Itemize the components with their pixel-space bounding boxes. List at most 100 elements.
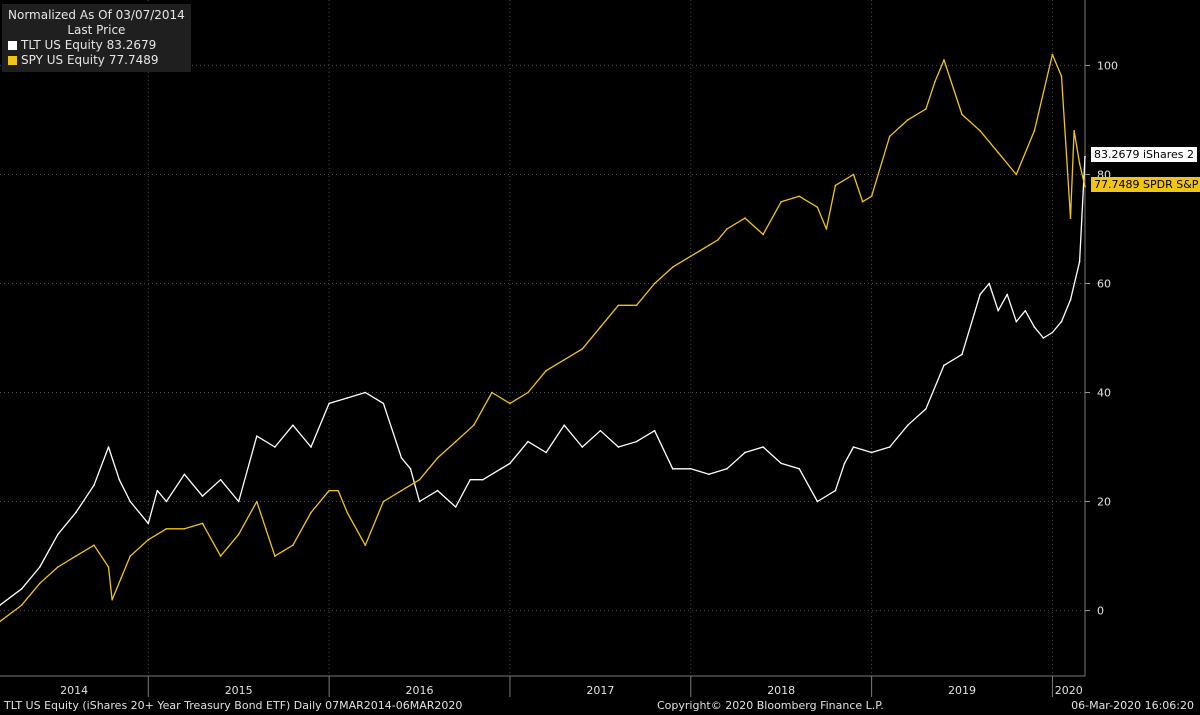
- series-point: [509, 402, 511, 405]
- series-point: [436, 457, 439, 459]
- legend-item-tlt: TLT US Equity 83.2679: [8, 38, 185, 53]
- series-point: [237, 500, 240, 503]
- series-point: [346, 511, 349, 514]
- series-0: [0, 155, 1086, 606]
- series-point: [979, 130, 981, 132]
- series-point: [400, 457, 403, 459]
- series-point: [201, 495, 204, 497]
- series-point: [888, 135, 891, 138]
- series-point: [979, 293, 981, 296]
- series-point: [0, 620, 1, 623]
- series-point: [744, 217, 746, 219]
- series-point: [165, 528, 168, 530]
- legend-subtitle: Last Price: [67, 23, 126, 37]
- series-point: [454, 440, 457, 443]
- x-tick-label: 2016: [406, 684, 434, 697]
- series-point: [816, 206, 819, 208]
- series-point: [93, 484, 95, 486]
- series-point: [888, 446, 891, 448]
- series-point: [1006, 293, 1009, 296]
- series-point: [997, 309, 999, 312]
- series-point: [1084, 185, 1086, 188]
- series-point: [255, 435, 258, 437]
- series-point: [107, 446, 110, 448]
- series-point: [617, 446, 620, 448]
- series-point: [491, 391, 493, 394]
- series-point: [1073, 130, 1075, 132]
- series-point: [118, 478, 121, 481]
- series-point: [1033, 326, 1036, 328]
- series-point: [563, 359, 565, 361]
- series-point: [816, 500, 819, 503]
- series-point: [400, 489, 403, 492]
- series-point: [75, 511, 77, 514]
- series-point: [708, 244, 710, 247]
- series-point: [545, 369, 547, 372]
- x-tick-label: 2019: [948, 684, 976, 697]
- series-point: [961, 113, 963, 116]
- series-point: [925, 108, 927, 110]
- series-point: [1015, 320, 1018, 323]
- y-gridlines: [0, 64, 1090, 612]
- series-point: [310, 511, 312, 514]
- series-point: [1024, 309, 1027, 312]
- series-point: [943, 364, 945, 367]
- series-point: [1051, 331, 1054, 334]
- series-point: [834, 489, 837, 492]
- x-tick-labels: 2014 2015 2016 2017 2018 2019 2020: [60, 684, 1083, 697]
- y-tick-label: 20: [1097, 496, 1111, 509]
- series-point: [75, 555, 77, 557]
- series-point: [165, 500, 168, 503]
- series-point: [20, 587, 23, 590]
- series-point: [708, 473, 710, 476]
- series-point: [798, 468, 801, 470]
- series-point: [762, 446, 764, 448]
- series-point: [563, 424, 565, 427]
- series-point: [653, 282, 656, 285]
- series-point: [328, 402, 330, 405]
- series-point: [156, 533, 159, 536]
- series-point: [292, 424, 294, 427]
- series-point: [274, 446, 276, 448]
- series-point: [906, 119, 909, 121]
- series-point: [671, 468, 674, 470]
- series-point: [274, 555, 276, 557]
- series-line-0: [0, 156, 1086, 606]
- series-line-1: [0, 53, 1086, 623]
- series-point: [469, 478, 471, 481]
- series-point: [726, 468, 728, 470]
- series-point: [38, 582, 41, 585]
- x-tick-label: 2014: [60, 684, 88, 697]
- series-point: [726, 228, 728, 230]
- series-point: [310, 446, 312, 448]
- legend-item-spy: SPY US Equity 77.7489: [8, 53, 185, 68]
- series-point: [111, 598, 113, 601]
- series-point: [265, 528, 267, 530]
- y-tick-label: 0: [1097, 605, 1104, 618]
- series-point: [1078, 162, 1081, 165]
- series-point: [201, 522, 204, 525]
- series-point: [762, 233, 764, 236]
- legend-swatch-tlt: [8, 41, 17, 50]
- series-point: [997, 151, 999, 154]
- series-point: [599, 429, 602, 432]
- series-point: [689, 468, 692, 470]
- series-point: [1069, 217, 1072, 219]
- series-point: [93, 544, 95, 546]
- series-1: [0, 53, 1086, 623]
- series-point: [346, 397, 349, 399]
- series-point: [337, 489, 339, 492]
- series-point: [38, 566, 41, 568]
- series-point: [129, 555, 131, 557]
- series-point: [617, 304, 620, 307]
- series-point: [292, 544, 294, 546]
- series-point: [1051, 53, 1054, 56]
- legend-label-tlt: TLT US Equity: [21, 38, 103, 52]
- series-point: [843, 462, 846, 465]
- series-point: [599, 326, 602, 328]
- series-point: [482, 478, 484, 481]
- series-point: [852, 446, 855, 448]
- series-point: [581, 446, 584, 448]
- series-point: [472, 424, 475, 427]
